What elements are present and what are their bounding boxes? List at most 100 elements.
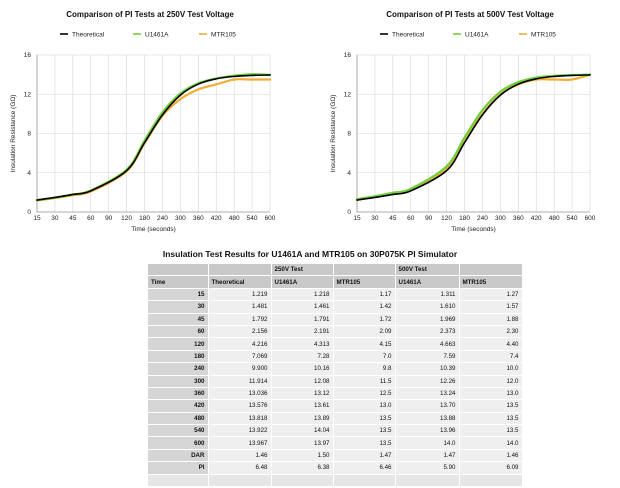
table-cell: 2.373	[395, 325, 460, 339]
table-row: 15 1.219 1.218 1.17 1.311 1.27	[148, 288, 523, 302]
table-cell: 2.30	[459, 325, 523, 339]
table-row: 420 13.576 13.61 13.0 13.70 13.5	[148, 399, 523, 413]
y-tick-label: 4	[347, 170, 351, 177]
x-tick-label: 480	[549, 215, 560, 222]
x-tick-label: 420	[211, 215, 222, 222]
row-header-cell	[148, 474, 209, 488]
table-cell: 13.5	[333, 412, 396, 426]
series-line	[356, 74, 591, 201]
x-tick-label: 180	[459, 215, 470, 222]
legend-label: Theoretical	[392, 32, 425, 39]
table-cell: 13.97	[271, 436, 334, 450]
legend-label: Theoretical	[72, 32, 105, 39]
y-tick-label: 16	[24, 52, 32, 59]
table-cell: 7.28	[271, 350, 334, 364]
chart-250v: Comparison of PI Tests at 250V Test Volt…	[10, 10, 276, 233]
table-cell: 1.72	[333, 313, 396, 326]
table-cell: 1.17	[333, 288, 396, 302]
x-tick-label: 360	[193, 215, 204, 222]
row-header-cell: 480	[148, 412, 209, 426]
y-tick-label: 8	[347, 131, 351, 138]
y-axis-label: Insulation Resistance (GΩ)	[10, 95, 17, 173]
row-header-cell: 180	[148, 350, 209, 364]
chart-title: Comparison of PI Tests at 500V Test Volt…	[386, 10, 554, 19]
x-tick-label: 300	[495, 215, 506, 222]
group-header-cell	[208, 264, 272, 277]
table-cell: 1.219	[208, 288, 272, 302]
x-tick-label: 420	[531, 215, 542, 222]
table-cell: 9.900	[208, 362, 272, 376]
column-header: MTR105	[333, 275, 396, 289]
table-cell: 1.791	[271, 313, 334, 326]
series-line	[355, 73, 592, 201]
legend-label: MTR105	[211, 32, 236, 39]
column-header: Time	[148, 275, 209, 289]
y-tick-label: 0	[27, 209, 31, 216]
group-header-cell	[333, 264, 396, 277]
row-header-cell: 420	[148, 399, 209, 413]
row-header-cell: 360	[148, 387, 209, 401]
table-cell: 13.5	[459, 412, 523, 426]
table-cell: 13.922	[208, 424, 272, 438]
x-tick-label: 360	[513, 215, 524, 222]
x-tick-label: 540	[567, 215, 578, 222]
column-header: MTR105	[459, 275, 523, 289]
table-cell: 1.57	[459, 300, 523, 314]
series-line	[35, 78, 272, 202]
y-tick-label: 12	[344, 91, 352, 98]
table-cell: 6.46	[333, 461, 396, 475]
table-cell: 13.5	[459, 399, 523, 413]
table-row: 30 1.481 1.461 1.42 1.610 1.57	[148, 300, 523, 314]
chart-500v: Comparison of PI Tests at 500V Test Volt…	[330, 10, 596, 233]
table-cell: 1.47	[333, 449, 396, 463]
table-cell: 13.88	[395, 412, 460, 426]
table-row: 45 1.792 1.791 1.72 1.969 1.88	[148, 313, 523, 326]
table-cell: 11.914	[208, 375, 272, 388]
table-cell: 6.38	[271, 461, 334, 475]
table-cell: 4.313	[271, 337, 334, 351]
table-cell: 13.70	[395, 399, 460, 413]
table-cell: 13.5	[333, 424, 396, 438]
table-body: 15 1.219 1.218 1.17 1.311 1.27 30 1.481 1.461 1.4…	[148, 288, 523, 488]
table-cell: 14.04	[271, 424, 334, 438]
table-row: 540 13.922 14.04 13.5 13.96 13.5	[148, 424, 523, 438]
table-cell: 11.5	[333, 375, 396, 388]
table-cell: 12.0	[459, 375, 523, 388]
table-cell	[271, 474, 334, 488]
x-tick-label: 540	[247, 215, 258, 222]
table-cell	[333, 474, 396, 488]
legend-label: U1461A	[145, 32, 169, 39]
row-header-cell: 540	[148, 424, 209, 438]
table-cell: 2.156	[208, 325, 272, 339]
table-cell: 1.969	[395, 313, 460, 326]
column-header: U1461A	[395, 275, 460, 289]
table-cell: 4.40	[459, 337, 523, 351]
row-header-cell: 120	[148, 337, 209, 351]
y-tick-label: 4	[27, 170, 31, 177]
y-tick-label: 8	[27, 131, 31, 138]
results-table: 250V Test 500V Test Time Theoretical U14…	[148, 264, 523, 488]
y-axis-label: Insulation Resistance (GΩ)	[330, 95, 337, 173]
table-cell: 13.89	[271, 412, 334, 426]
x-tick-label: 120	[441, 215, 452, 222]
series-line	[355, 73, 592, 201]
table-cell: 1.218	[271, 288, 334, 302]
table-cell: 14.0	[459, 436, 523, 450]
table-cell: 2.191	[271, 325, 334, 339]
table-cell	[459, 474, 523, 488]
table-cell: 12.5	[333, 387, 396, 401]
table-cell: 12.26	[395, 375, 460, 388]
table-cell: 6.09	[459, 461, 523, 475]
table-cell: 1.610	[395, 300, 460, 314]
x-tick-label: 45	[389, 215, 397, 222]
table-cell: 7.069	[208, 350, 272, 364]
x-tick-label: 90	[425, 215, 433, 222]
table-cell: 13.12	[271, 387, 334, 401]
row-header-cell: 300	[148, 375, 209, 388]
x-tick-label: 240	[157, 215, 168, 222]
table-row: 180 7.069 7.28 7.0 7.59 7.4	[148, 350, 523, 364]
table-cell: 13.036	[208, 387, 272, 401]
table-cell: 13.5	[459, 424, 523, 438]
table-row: 120 4.216 4.313 4.15 4.663 4.40	[148, 337, 523, 351]
chart-title: Comparison of PI Tests at 250V Test Volt…	[66, 10, 234, 19]
